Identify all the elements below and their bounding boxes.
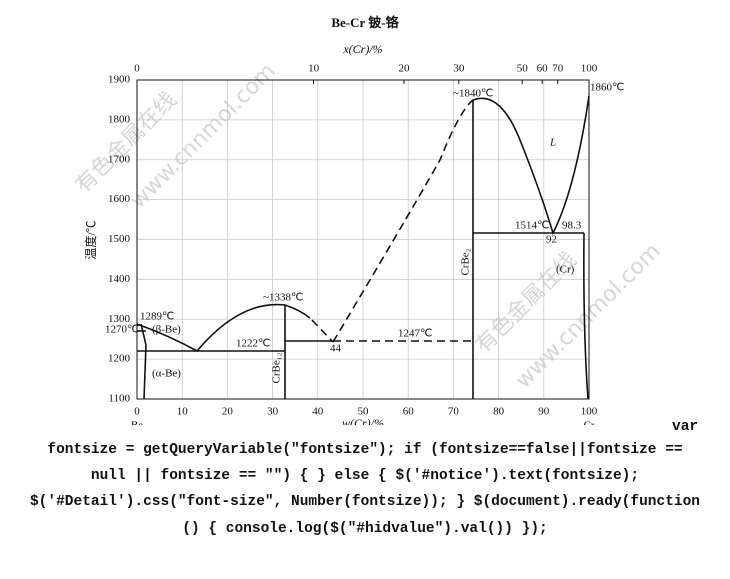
y-tick-label: 1600 <box>108 193 131 205</box>
annotation: (β-Be) <box>152 324 181 336</box>
top-tick-label: 10 <box>308 63 320 75</box>
y-tick-label: 1700 <box>108 153 131 165</box>
figure-title: Be-Cr 铍-铬 <box>331 15 399 30</box>
phase-line <box>137 100 584 399</box>
annotation: 1860℃ <box>590 82 624 94</box>
annotation: 44 <box>330 343 342 355</box>
top-tick-label: 60 <box>537 63 549 75</box>
annotation: 92 <box>546 234 557 246</box>
annotation: 1247℃ <box>398 328 432 340</box>
code-text: null || fontsize == "") { } else { $('#n… <box>90 468 640 484</box>
y-tick-label: 1800 <box>108 113 131 125</box>
annotation: (Cr) <box>556 264 575 276</box>
code-text: fontsize = getQueryVariable("fontsize");… <box>47 442 683 458</box>
annotation: 98.3 <box>562 220 582 232</box>
annotation: 1222℃ <box>236 338 270 350</box>
y-tick-label: 1300 <box>108 313 131 325</box>
top-tick-label: 30 <box>453 63 465 75</box>
top-axis-label: x(Cr)/% <box>342 42 382 56</box>
y-tick-label: 1500 <box>108 233 131 245</box>
top-tick-label: 20 <box>398 63 410 75</box>
code-text: () { console.log($("#hidvalue").val()) }… <box>182 521 548 537</box>
x-tick-label: 0 <box>134 406 140 418</box>
x-tick-label: 100 <box>581 406 598 418</box>
annotation: Cr <box>584 420 595 425</box>
annotation: Be <box>131 420 143 425</box>
annotation: 1270℃ <box>105 324 139 336</box>
annotation: ~1840℃ <box>453 88 493 100</box>
annotation: CrBe₁₂ <box>271 352 283 383</box>
code-text: var <box>672 419 699 435</box>
annotation: 1514℃ <box>515 220 549 232</box>
liquidus <box>472 95 590 236</box>
x-tick-label: 80 <box>493 406 505 418</box>
x-tick-label: 30 <box>267 406 279 418</box>
annotation: 1289℃ <box>140 311 174 323</box>
solvus <box>137 232 589 400</box>
watermark: www.cnnmol.com <box>511 239 666 394</box>
code-text: $('#Detail').css("font-size", Number(fon… <box>29 494 700 510</box>
annotation: L <box>549 137 556 149</box>
phase-diagram: 有色金属在线 www.cnnmol.com 有色金属在线 www.cnnmol.… <box>71 15 666 432</box>
annotation: CrBe₂ <box>460 248 472 275</box>
top-tick-label: 70 <box>552 63 564 75</box>
y-tick-label: 1400 <box>108 273 131 285</box>
top-tick-label: 0 <box>134 63 140 75</box>
plot-frame <box>136 79 590 400</box>
liquidus <box>136 303 311 353</box>
x-tick-label: 10 <box>177 406 189 418</box>
y-axis-label: 温度/℃ <box>83 220 98 259</box>
y-tick-label: 1900 <box>108 74 131 86</box>
liquidus-dashed <box>311 99 474 343</box>
x-tick-label: 40 <box>312 406 324 418</box>
y-tick-label: 1100 <box>108 393 130 405</box>
x-tick-label: 60 <box>403 406 415 418</box>
annotation: (α-Be) <box>152 368 181 380</box>
x-tick-label: 20 <box>222 406 234 418</box>
top-tick-label: 100 <box>581 63 598 75</box>
x-tick-label: 70 <box>448 406 460 418</box>
annotation: ~1338℃ <box>263 292 303 304</box>
x-tick-label: 90 <box>538 406 550 418</box>
y-tick-label: 1200 <box>108 353 131 365</box>
top-tick-label: 50 <box>517 63 529 75</box>
x-tick-label: 50 <box>358 406 370 418</box>
